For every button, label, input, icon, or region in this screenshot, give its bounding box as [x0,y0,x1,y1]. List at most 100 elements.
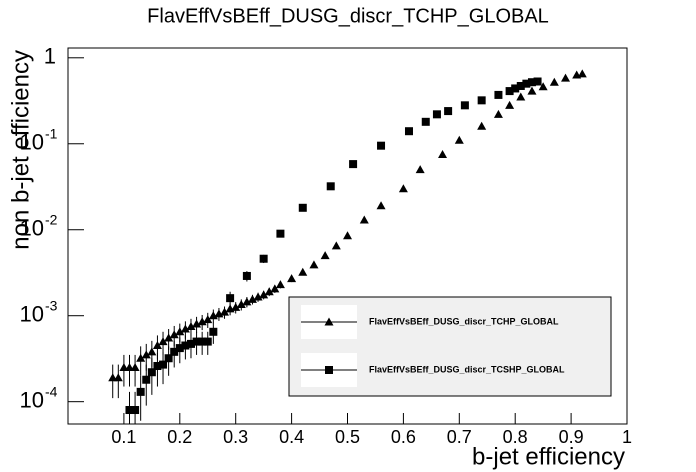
data-point [377,141,386,150]
data-point [343,231,352,240]
data-point [159,360,168,369]
data-point [421,117,430,126]
x-tick-label: 0.8 [503,427,528,447]
data-point [505,100,515,109]
data-point [309,260,319,269]
data-point [131,406,140,415]
data-point [164,333,174,342]
data-point [522,79,531,88]
data-point [130,362,140,371]
data-point [209,327,218,336]
data-point [287,274,297,283]
data-point [259,290,269,299]
data-point [477,96,486,105]
data-point [505,87,514,96]
x-tick-label: 0.4 [279,427,304,447]
legend-label: FlavEffVsBEff_DUSG_discr_TCSHP_GLOBAL [369,364,565,374]
data-point [511,84,520,93]
data-point [516,81,525,90]
data-point [415,165,425,174]
data-point [197,317,207,326]
data-point [236,300,246,309]
legend-marker [325,366,333,374]
data-point [432,110,441,119]
y-tick-exponent: -2 [45,211,58,227]
data-point [169,330,179,339]
data-point [175,344,184,353]
data-point [259,254,268,263]
data-point [460,101,469,110]
data-point [186,321,196,330]
data-point [376,201,386,210]
y-tick-label: 10 [20,387,44,412]
data-point [404,127,413,136]
data-point [549,77,559,86]
y-tick-exponent: -1 [45,125,58,141]
data-point [226,294,235,303]
data-point [533,77,542,86]
data-point [142,375,151,384]
y-axis-title: non b-jet efficiency [7,50,34,250]
y-tick-label: 10 [20,302,44,327]
data-point [125,406,134,415]
data-point [192,319,202,328]
data-point [270,284,280,293]
data-point [170,347,179,356]
data-point [231,302,241,311]
x-axis-title: b-jet efficiency [472,443,625,470]
x-tick-label: 0.3 [223,427,248,447]
data-point [561,73,571,82]
data-point [175,327,185,336]
data-point [298,267,308,276]
data-point [136,387,145,396]
y-tick-exponent: -4 [45,383,58,399]
legend-marker [324,317,334,326]
data-point [113,373,123,382]
data-point [164,354,173,363]
data-point [147,368,156,377]
data-point [181,341,190,350]
data-point [298,203,307,212]
data-point [152,341,162,350]
data-point [264,287,274,296]
data-point [242,271,251,280]
data-point [477,121,487,130]
y-tick-label: 10 [20,130,44,155]
data-point [326,182,335,191]
data-point [242,297,252,306]
data-point [538,82,548,91]
data-point [398,184,408,193]
legend-label: FlavEffVsBEff_DUSG_discr_TCHP_GLOBAL [369,316,559,326]
data-point [320,251,330,260]
data-point [276,229,285,238]
x-tick-label: 0.9 [559,427,584,447]
x-tick-label: 0.5 [335,427,360,447]
data-point [186,339,195,348]
x-tick-label: 0.6 [391,427,416,447]
y-tick-exponent: -3 [45,297,58,313]
data-point [454,135,464,144]
data-point [253,292,263,301]
data-point [220,307,230,316]
data-point [444,107,453,116]
data-point [192,337,201,346]
data-point [203,315,213,324]
x-tick-label: 1 [622,427,632,447]
x-tick-label: 0.2 [167,427,192,447]
data-point [516,92,526,101]
data-point [141,350,151,359]
x-tick-label: 0.1 [111,427,136,447]
data-point [527,78,536,87]
data-point [359,215,369,224]
data-point [158,337,168,346]
data-point [493,109,503,118]
data-point [147,347,157,356]
data-point [331,241,341,250]
data-point [198,337,207,346]
data-point [577,69,587,78]
data-point [438,150,448,159]
data-point [247,294,257,303]
data-point [494,90,503,99]
y-tick-label: 10 [20,216,44,241]
